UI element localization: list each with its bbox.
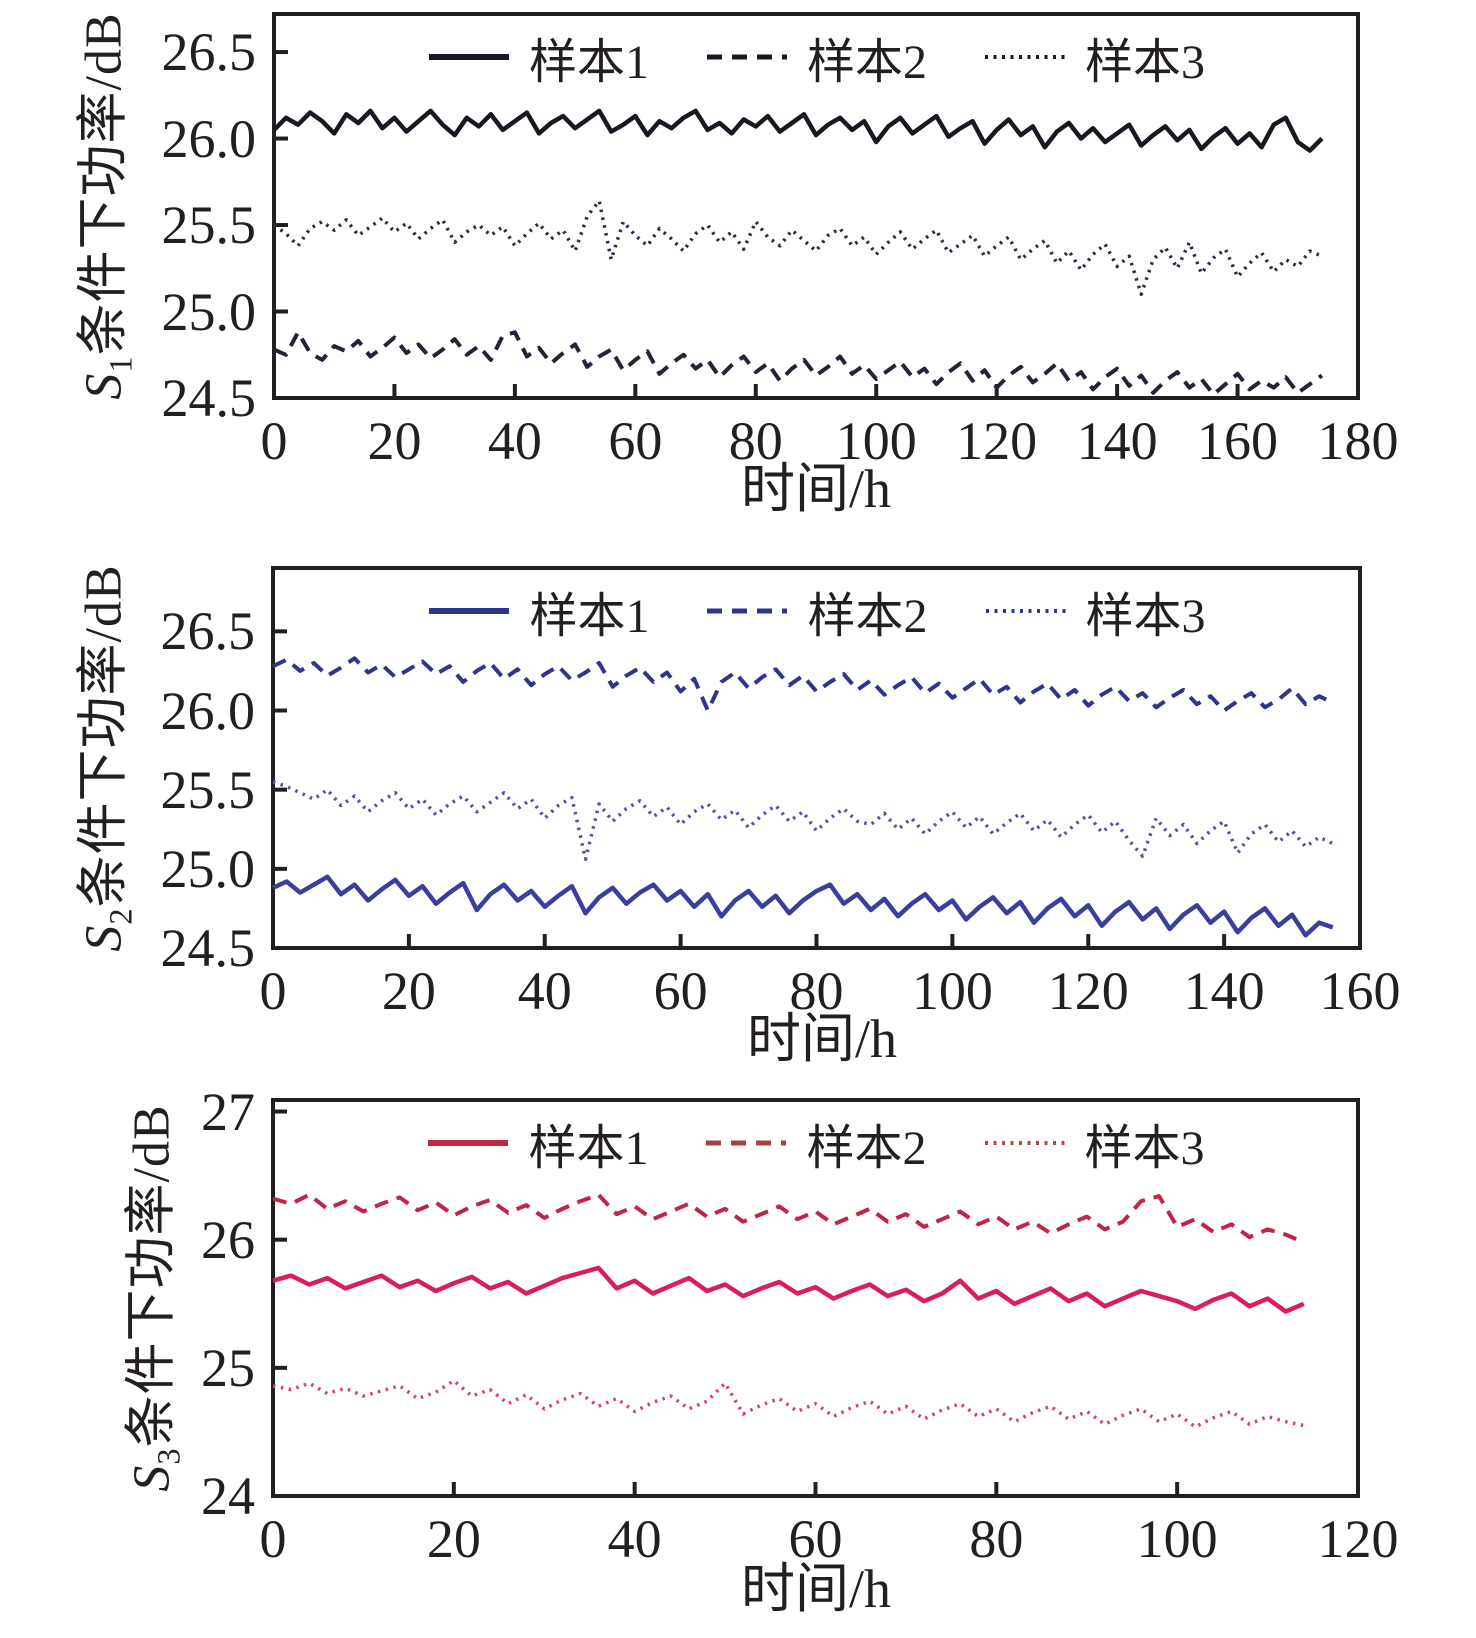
legend-chart-s1: 样本1 样本2 样本3 xyxy=(274,22,1358,92)
x-tick-label: 180 xyxy=(1317,411,1399,471)
solid-line-marker-icon xyxy=(428,54,509,60)
x-tick-label: 80 xyxy=(728,411,783,471)
x-tick-label: 40 xyxy=(487,411,542,471)
legend-item-sample2: 样本2 xyxy=(705,576,928,646)
x-tick-label: 60 xyxy=(653,961,708,1021)
legend-label: 样本3 xyxy=(1085,590,1206,643)
y-tick-label: 25 xyxy=(201,1337,255,1398)
legend-chart-s2: 样本1 样本2 样本3 xyxy=(273,576,1360,646)
s1-variable: S xyxy=(75,372,133,400)
x-tick-label: 60 xyxy=(788,1509,843,1569)
legend-item-sample2: 样本2 xyxy=(705,22,927,92)
x-tick-label: 80 xyxy=(789,961,844,1021)
series-sample1-solid-line xyxy=(272,874,1334,938)
x-tick-label: 160 xyxy=(1319,961,1401,1021)
x-tick-label: 0 xyxy=(259,961,287,1021)
x-tick-label: 160 xyxy=(1197,411,1279,471)
x-tick-label: 120 xyxy=(956,411,1038,471)
dashed-line-marker-icon xyxy=(706,54,787,60)
legend-item-sample3: 样本3 xyxy=(983,22,1205,92)
legend-label: 样本3 xyxy=(1085,36,1206,89)
legend-item-sample1: 样本1 xyxy=(427,22,649,92)
plot-border xyxy=(272,12,1360,400)
y-tick-label: 25.0 xyxy=(160,838,256,899)
x-tick-label: 120 xyxy=(1317,1509,1399,1569)
y-tick-label: 26 xyxy=(201,1209,255,1270)
s1-subscript: 1 xyxy=(102,355,139,373)
legend-item-sample1: 样本1 xyxy=(427,576,649,646)
x-tick-label: 100 xyxy=(835,411,917,471)
x-tick-label: 100 xyxy=(911,961,993,1021)
x-axis-title: 时间/h xyxy=(740,459,892,519)
solid-line-marker-icon xyxy=(429,608,510,614)
s3-variable: S xyxy=(123,1464,181,1492)
y-axis-title-text: 条件下功率/dB xyxy=(75,564,133,908)
dotted-line-marker-icon xyxy=(985,609,1066,613)
dashed-line-marker-icon xyxy=(707,608,788,614)
y-tick-label: 26.5 xyxy=(161,22,257,83)
y-axis-title-text: 条件下功率/dB xyxy=(75,12,133,356)
y-tick-label: 25.0 xyxy=(161,281,257,342)
x-tick-label: 20 xyxy=(426,1509,481,1569)
dotted-line-marker-icon xyxy=(984,1141,1065,1145)
legend-item-sample1: 样本1 xyxy=(426,1108,648,1178)
legend-label: 样本1 xyxy=(528,36,649,89)
x-tick-label: 100 xyxy=(1136,1509,1218,1569)
series-sample1-solid-line xyxy=(272,108,1324,153)
y-axis-title-s1: S1条件下功率/dB xyxy=(60,12,139,399)
x-tick-label: 0 xyxy=(260,411,288,471)
s3-subscript: 3 xyxy=(150,1447,187,1465)
legend-label: 样本1 xyxy=(528,1122,649,1175)
y-tick-label: 24.5 xyxy=(161,368,257,428)
legend-item-sample2: 样本2 xyxy=(704,1108,927,1178)
series-sample3-dotted-line xyxy=(272,780,1334,862)
y-tick-label: 26.0 xyxy=(160,680,256,741)
x-tick-label: 60 xyxy=(608,411,663,471)
s2-subscript: 2 xyxy=(102,907,139,925)
y-tick-label: 26.0 xyxy=(161,108,257,169)
y-axis-title-text: 条件下功率/dB xyxy=(123,1104,181,1448)
series-sample2-dashed-line xyxy=(272,656,1334,713)
y-tick-label: 25.5 xyxy=(161,195,257,256)
series-sample2-dashed-line xyxy=(272,1192,1305,1245)
y-tick-label: 24 xyxy=(201,1466,255,1526)
series-sample2-dashed-line xyxy=(273,330,1324,397)
legend-label: 样本1 xyxy=(529,590,650,643)
x-axis-title: 时间/h xyxy=(746,1009,898,1069)
y-tick-label: 24.5 xyxy=(160,918,256,978)
y-tick-label: 25.5 xyxy=(160,759,256,820)
legend-chart-s3: 样本1 样本2 样本3 xyxy=(273,1108,1358,1178)
dotted-line-marker-icon xyxy=(985,55,1065,59)
y-axis-title-s2: S2条件下功率/dB xyxy=(60,564,139,951)
legend-label: 样本2 xyxy=(807,590,928,643)
x-tick-label: 120 xyxy=(1047,961,1129,1021)
x-tick-label: 40 xyxy=(517,961,572,1021)
x-tick-label: 80 xyxy=(969,1509,1024,1569)
x-tick-label: 40 xyxy=(607,1509,662,1569)
legend-item-sample3: 样本3 xyxy=(984,576,1206,646)
series-sample3-dotted-line xyxy=(272,1378,1305,1429)
legend-label: 样本3 xyxy=(1084,1122,1205,1175)
solid-line-marker-icon xyxy=(428,1140,509,1146)
x-tick-label: 140 xyxy=(1076,411,1158,471)
series-sample1-solid-line xyxy=(272,1265,1305,1314)
legend-label: 样本2 xyxy=(806,1122,927,1175)
legend-label: 样本2 xyxy=(806,36,927,89)
y-tick-label: 27 xyxy=(201,1081,255,1142)
x-tick-label: 140 xyxy=(1183,961,1265,1021)
y-axis-title-s3: S3条件下功率/dB xyxy=(108,1104,187,1491)
legend-item-sample3: 样本3 xyxy=(983,1108,1205,1178)
s2-variable: S xyxy=(75,924,133,952)
x-tick-label: 0 xyxy=(259,1509,287,1569)
x-axis-title: 时间/h xyxy=(740,1559,892,1619)
series-sample3-dotted-line xyxy=(272,199,1323,296)
x-tick-label: 20 xyxy=(367,411,422,471)
dashed-line-marker-icon xyxy=(706,1140,787,1146)
x-tick-label: 20 xyxy=(381,961,436,1021)
y-tick-label: 26.5 xyxy=(160,601,256,662)
